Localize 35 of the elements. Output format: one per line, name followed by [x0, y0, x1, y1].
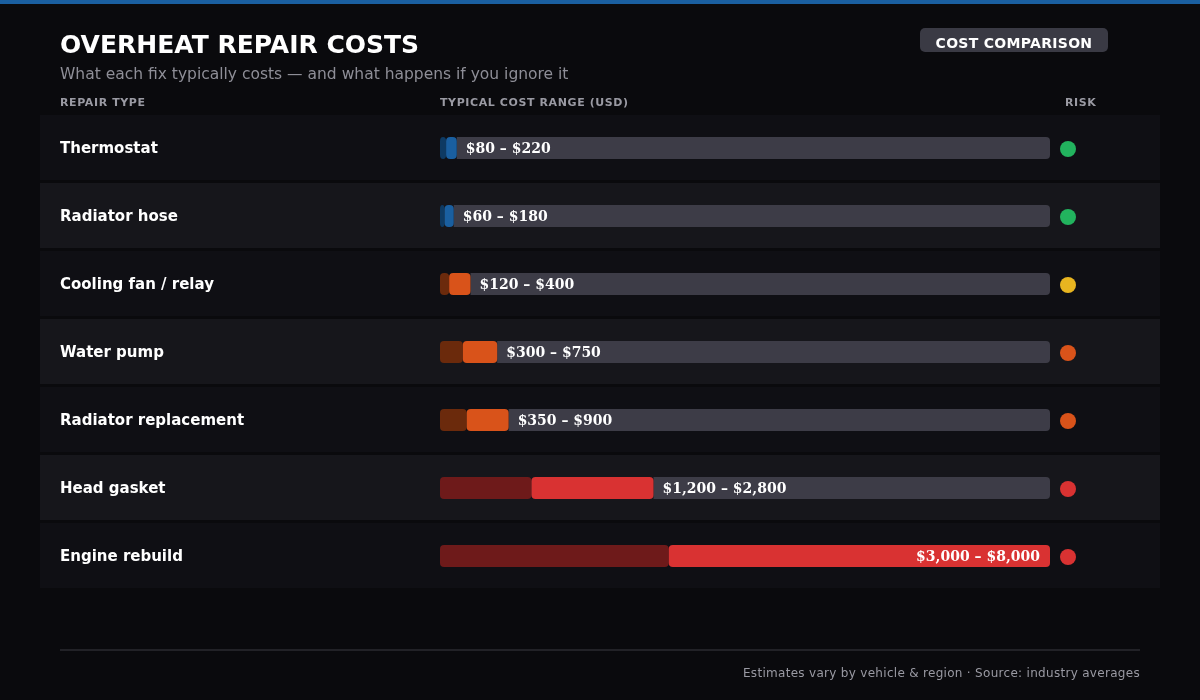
annotation: $120 – $400 — [479, 276, 575, 292]
y-tick-label: Water pump — [60, 343, 165, 361]
text: What each fix typically costs — and what happens if you ignore it — [60, 65, 569, 83]
bar — [446, 137, 457, 159]
annotation: $60 – $180 — [462, 208, 548, 224]
bar — [668, 545, 1050, 567]
bar — [449, 273, 471, 295]
y-tick-label: Thermostat — [60, 139, 158, 157]
bar — [440, 137, 447, 159]
bar — [462, 341, 498, 363]
bar — [440, 205, 445, 227]
bar — [440, 273, 450, 295]
annotation: $80 – $220 — [465, 140, 551, 156]
text: TYPICAL COST RANGE (USD) — [440, 96, 629, 109]
text: COST COMPARISON — [935, 35, 1093, 51]
y-tick-label: Head gasket — [60, 479, 166, 497]
y-tick-label: Radiator hose — [60, 207, 178, 225]
annotation: $1,200 – $2,800 — [662, 480, 787, 496]
bar — [440, 409, 467, 431]
text: OVERHEAT REPAIR COSTS — [60, 30, 420, 59]
text: Estimates vary by vehicle & region · Source: industry averages — [742, 666, 1140, 680]
bar — [466, 409, 509, 431]
bar — [531, 477, 654, 499]
annotation: $300 – $750 — [506, 344, 602, 360]
y-tick-label: Radiator replacement — [60, 411, 245, 429]
bar — [444, 205, 454, 227]
bar — [440, 341, 463, 363]
y-tick-label: Engine rebuild — [60, 547, 183, 565]
text: REPAIR TYPE — [60, 96, 146, 109]
bar — [440, 477, 532, 499]
annotation: $350 – $900 — [517, 412, 613, 428]
annotation: $3,000 – $8,000 — [916, 548, 1041, 564]
y-tick-label: Cooling fan / relay — [60, 275, 215, 293]
text: RISK — [1065, 96, 1097, 109]
bar — [440, 545, 669, 567]
